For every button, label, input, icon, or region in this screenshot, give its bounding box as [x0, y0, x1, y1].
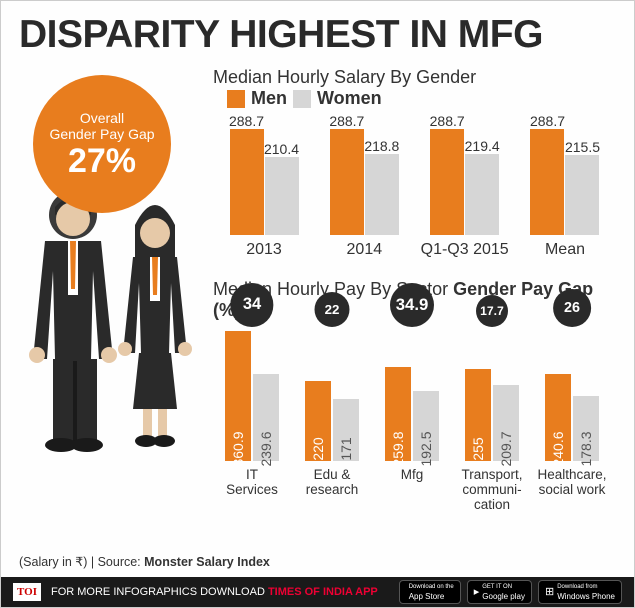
callout-line1: Overall [80, 110, 124, 126]
toi-logo: TOI [13, 583, 41, 601]
legend: Men Women [227, 88, 382, 109]
footnote-plain: (Salary in ₹) | Source: [19, 555, 144, 569]
chart1-group: 288.7 215.5 Mean [520, 129, 610, 259]
chart2-xlabel: Healthcare,social work [537, 467, 606, 511]
bar2-men: 255 [465, 369, 491, 461]
callout-line2: Gender Pay Gap [49, 126, 154, 142]
bar2-women: 192.5 [413, 391, 439, 460]
footer: TOI FOR MORE INFOGRAPHICS DOWNLOAD TIMES… [1, 577, 634, 607]
chart1-title-row: Median Hourly Salary By Gender Men Women [213, 67, 616, 113]
bar2-men: 259.8 [385, 367, 411, 461]
bar2-men: 240.6 [545, 374, 571, 461]
chart2-group: 26 240.6 178.3 Healthcare,social work [534, 331, 610, 511]
chart1-group: 288.7 218.8 2014 [319, 129, 409, 259]
footnote-source: Monster Salary Index [144, 555, 270, 569]
gap-bubble: 34.9 [390, 283, 434, 327]
legend-men-label: Men [251, 88, 287, 109]
chart1-group: 288.7 219.4 Q1-Q3 2015 [420, 129, 510, 259]
bar-women: 218.8 [365, 154, 399, 234]
callout-value: 27% [68, 144, 136, 178]
store-icon: ▸ [474, 588, 480, 597]
chart1-title: Median Hourly Salary By Gender [213, 67, 476, 87]
bar-men: 288.7 [330, 129, 364, 235]
bar2-women: 178.3 [573, 396, 599, 460]
bar-men: 288.7 [530, 129, 564, 235]
chart2-group: 34 360.9 239.6 ITServices [214, 331, 290, 511]
chart2-xlabel: Edu &research [306, 467, 359, 511]
gap-bubble: 26 [553, 289, 591, 327]
store-badge[interactable]: ⊞Download fromWindows Phone [538, 580, 622, 604]
footnote: (Salary in ₹) | Source: Monster Salary I… [19, 554, 270, 569]
chart2-xlabel: ITServices [226, 467, 278, 511]
bar-women: 219.4 [465, 154, 499, 235]
bar-women: 215.5 [565, 155, 599, 234]
bar2-women: 171 [333, 399, 359, 461]
chart1-xlabel: Q1-Q3 2015 [421, 241, 509, 259]
chart1: 288.7 210.4 2013 288.7 218.8 2014 288.7 … [213, 129, 616, 259]
footer-text: FOR MORE INFOGRAPHICS DOWNLOAD TIMES OF … [51, 586, 378, 598]
legend-women-swatch [293, 90, 311, 108]
bar-women: 210.4 [265, 157, 299, 234]
chart1-group: 288.7 210.4 2013 [219, 129, 309, 259]
store-badge[interactable]: ▸GET IT ONGoogle play [467, 580, 532, 604]
footer-text-red: TIMES OF INDIA APP [268, 586, 378, 598]
legend-women-label: Women [317, 88, 382, 109]
store-icon: ⊞ [545, 588, 554, 597]
legend-men-swatch [227, 90, 245, 108]
bar2-men: 360.9 [225, 331, 251, 461]
chart1-xlabel: Mean [545, 241, 585, 259]
store-badges: Download on theApp Store▸GET IT ONGoogle… [399, 580, 622, 604]
chart2-xlabel: Mfg [401, 467, 424, 511]
chart1-xlabel: 2013 [246, 241, 282, 259]
headline: DISPARITY HIGHEST IN MFG [19, 13, 616, 57]
bar2-men: 220 [305, 381, 331, 460]
chart2-xlabel: Transport,communi-cation [461, 467, 522, 511]
bar-men: 288.7 [230, 129, 264, 235]
footer-text-plain: FOR MORE INFOGRAPHICS DOWNLOAD [51, 586, 268, 598]
chart2-group: 22 220 171 Edu &research [294, 331, 370, 511]
bar2-women: 239.6 [253, 374, 279, 460]
bar-men: 288.7 [430, 129, 464, 235]
gap-bubble: 22 [315, 292, 350, 327]
people-illustration [15, 179, 215, 459]
pay-gap-callout: Overall Gender Pay Gap 27% [33, 75, 171, 213]
gap-bubble: 17.7 [476, 295, 508, 327]
bar2-women: 209.7 [493, 385, 519, 461]
chart2-group: 34.9 259.8 192.5 Mfg [374, 331, 450, 511]
chart1-xlabel: 2014 [347, 241, 383, 259]
store-badge[interactable]: Download on theApp Store [399, 580, 461, 604]
chart2-group: 17.7 255 209.7 Transport,communi-cation [454, 331, 530, 511]
